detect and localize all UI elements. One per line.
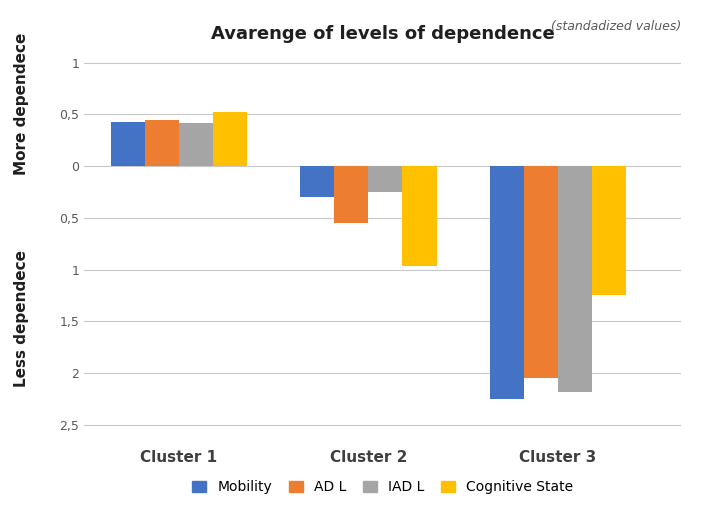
- Bar: [111, 122, 145, 166]
- Bar: [300, 166, 334, 197]
- Bar: [592, 166, 626, 296]
- Bar: [213, 112, 247, 166]
- Bar: [489, 166, 524, 399]
- Bar: [524, 166, 558, 378]
- Text: (standadized values): (standadized values): [550, 20, 681, 32]
- Bar: [334, 166, 369, 223]
- Text: Less dependece: Less dependece: [13, 250, 29, 387]
- Text: More dependece: More dependece: [13, 33, 29, 176]
- Bar: [402, 166, 437, 267]
- Bar: [145, 119, 179, 166]
- Legend: Mobility, AD L, IAD L, Cognitive State: Mobility, AD L, IAD L, Cognitive State: [185, 474, 580, 501]
- Title: Avarenge of levels of dependence: Avarenge of levels of dependence: [211, 25, 555, 42]
- Bar: [369, 166, 402, 192]
- Bar: [558, 166, 592, 391]
- Bar: [179, 123, 213, 166]
